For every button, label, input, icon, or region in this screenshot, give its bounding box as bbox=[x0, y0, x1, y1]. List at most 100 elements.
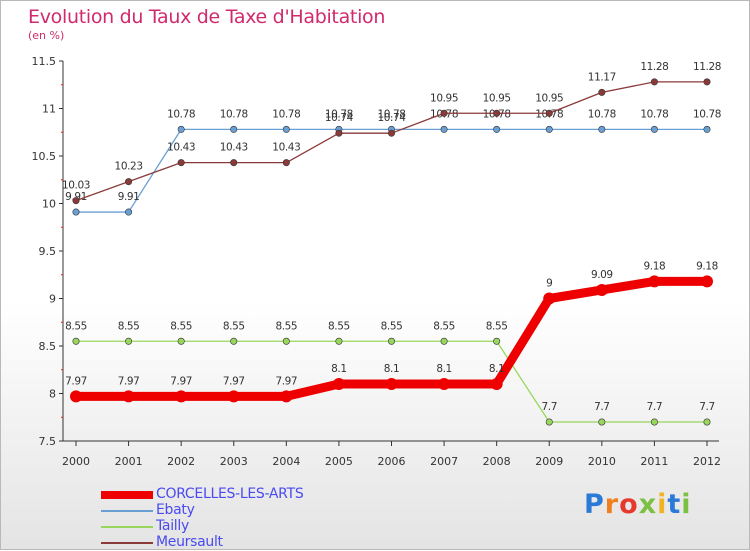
data-label-corcelles-les-arts: 7.97 bbox=[170, 375, 192, 387]
x-tick-label: 2008 bbox=[483, 455, 511, 468]
data-point-ebaty bbox=[230, 125, 238, 133]
logo-letter: o bbox=[619, 489, 639, 520]
data-point-corcelles-les-arts bbox=[122, 390, 135, 403]
chart-subtitle: (en %) bbox=[28, 29, 65, 42]
data-label-ebaty: 10.78 bbox=[272, 108, 300, 120]
data-point-meursault bbox=[703, 78, 711, 86]
data-label-meursault: 10.95 bbox=[535, 92, 563, 104]
data-point-meursault bbox=[598, 88, 606, 96]
data-point-tailly bbox=[598, 418, 606, 426]
data-label-corcelles-les-arts: 8.1 bbox=[384, 363, 400, 375]
data-label-meursault: 10.03 bbox=[62, 180, 90, 192]
data-label-meursault: 10.95 bbox=[430, 92, 458, 104]
data-point-corcelles-les-arts bbox=[543, 292, 556, 305]
data-label-ebaty: 9.91 bbox=[65, 191, 87, 203]
x-tick-label: 2009 bbox=[535, 455, 563, 468]
legend-label: Ebaty bbox=[156, 502, 195, 518]
data-label-ebaty: 10.78 bbox=[220, 108, 248, 120]
data-point-corcelles-les-arts bbox=[438, 378, 451, 390]
x-tick-label: 2007 bbox=[430, 455, 458, 468]
y-tick-label: 10.5 bbox=[32, 150, 57, 163]
data-label-corcelles-les-arts: 8.1 bbox=[331, 363, 347, 375]
data-label-tailly: 8.55 bbox=[381, 320, 403, 332]
data-point-tailly bbox=[440, 337, 448, 345]
data-point-ebaty bbox=[72, 208, 80, 216]
logo-letter: r bbox=[604, 489, 620, 520]
data-label-meursault: 10.23 bbox=[115, 161, 143, 173]
x-tick-label: 2001 bbox=[115, 455, 143, 468]
data-label-ebaty: 10.78 bbox=[693, 108, 721, 120]
legend-swatch bbox=[101, 510, 153, 512]
logo-letter: i bbox=[681, 489, 692, 520]
data-point-corcelles-les-arts bbox=[175, 390, 188, 403]
x-tick-label: 2012 bbox=[693, 455, 721, 468]
data-label-tailly: 7.7 bbox=[594, 401, 610, 413]
x-tick-label: 2005 bbox=[325, 455, 353, 468]
legend-label: Tailly bbox=[156, 518, 189, 534]
data-label-meursault: 10.74 bbox=[377, 112, 406, 124]
data-label-meursault: 10.95 bbox=[483, 92, 511, 104]
data-point-tailly bbox=[493, 337, 501, 345]
x-tick-label: 2003 bbox=[220, 455, 248, 468]
data-label-ebaty: 10.78 bbox=[377, 108, 405, 120]
data-label-corcelles-les-arts: 9.18 bbox=[696, 260, 718, 272]
x-tick-label: 2006 bbox=[378, 455, 406, 468]
data-point-corcelles-les-arts bbox=[648, 275, 661, 288]
data-point-ebaty bbox=[493, 125, 501, 133]
data-label-tailly: 8.55 bbox=[275, 320, 297, 332]
data-point-tailly bbox=[230, 337, 238, 345]
data-label-corcelles-les-arts: 8.1 bbox=[489, 363, 505, 375]
data-point-ebaty bbox=[440, 125, 448, 133]
logo-letter: t bbox=[667, 489, 682, 520]
chart-title: Evolution du Taux de Taxe d'Habitation bbox=[28, 6, 386, 28]
x-tick-label: 2002 bbox=[167, 455, 195, 468]
x-tick-label: 2000 bbox=[62, 455, 90, 468]
logo-letter: P bbox=[584, 489, 605, 520]
data-point-meursault bbox=[282, 159, 290, 167]
data-label-corcelles-les-arts: 9.09 bbox=[591, 269, 613, 281]
data-label-tailly: 7.7 bbox=[542, 401, 558, 413]
data-point-ebaty bbox=[545, 125, 553, 133]
y-tick-label: 9 bbox=[49, 293, 56, 306]
data-label-tailly: 7.7 bbox=[699, 401, 715, 413]
data-point-ebaty bbox=[703, 125, 711, 133]
data-label-meursault: 10.43 bbox=[167, 142, 195, 154]
data-label-meursault: 10.43 bbox=[272, 142, 300, 154]
data-label-corcelles-les-arts: 7.97 bbox=[275, 375, 297, 387]
data-label-ebaty: 10.78 bbox=[640, 108, 668, 120]
data-point-corcelles-les-arts bbox=[701, 275, 713, 288]
data-point-corcelles-les-arts bbox=[227, 390, 240, 403]
data-point-meursault bbox=[545, 109, 553, 117]
data-point-meursault bbox=[440, 109, 448, 117]
data-label-corcelles-les-arts: 8.1 bbox=[436, 363, 452, 375]
data-point-meursault bbox=[493, 109, 501, 117]
y-tick-label: 11.5 bbox=[32, 55, 57, 68]
data-point-corcelles-les-arts bbox=[332, 378, 345, 390]
y-tick-label: 9.5 bbox=[39, 245, 57, 258]
data-point-corcelles-les-arts bbox=[385, 378, 398, 390]
data-label-meursault: 11.28 bbox=[640, 61, 668, 73]
data-point-meursault bbox=[650, 78, 658, 86]
data-label-corcelles-les-arts: 7.97 bbox=[65, 375, 87, 387]
data-label-tailly: 8.55 bbox=[486, 320, 508, 332]
data-point-tailly bbox=[177, 337, 185, 345]
legend-label: Meursault bbox=[156, 534, 223, 550]
data-point-tailly bbox=[72, 337, 80, 345]
data-point-tailly bbox=[335, 337, 343, 345]
data-label-corcelles-les-arts: 7.97 bbox=[118, 375, 140, 387]
data-label-tailly: 8.55 bbox=[328, 320, 350, 332]
data-point-corcelles-les-arts bbox=[490, 378, 503, 390]
data-label-tailly: 8.55 bbox=[118, 320, 140, 332]
legend-swatch bbox=[101, 542, 153, 544]
legend-swatch bbox=[101, 526, 153, 528]
data-point-tailly bbox=[387, 337, 395, 345]
data-label-ebaty: 9.91 bbox=[118, 191, 140, 203]
data-point-meursault bbox=[387, 129, 395, 137]
x-tick-label: 2004 bbox=[272, 455, 300, 468]
data-point-tailly bbox=[545, 418, 553, 426]
data-point-meursault bbox=[335, 129, 343, 137]
series-meursault: 10.03 10.23 10.43 10.43 10.43 10.74 10.74 10.95… bbox=[62, 61, 721, 205]
